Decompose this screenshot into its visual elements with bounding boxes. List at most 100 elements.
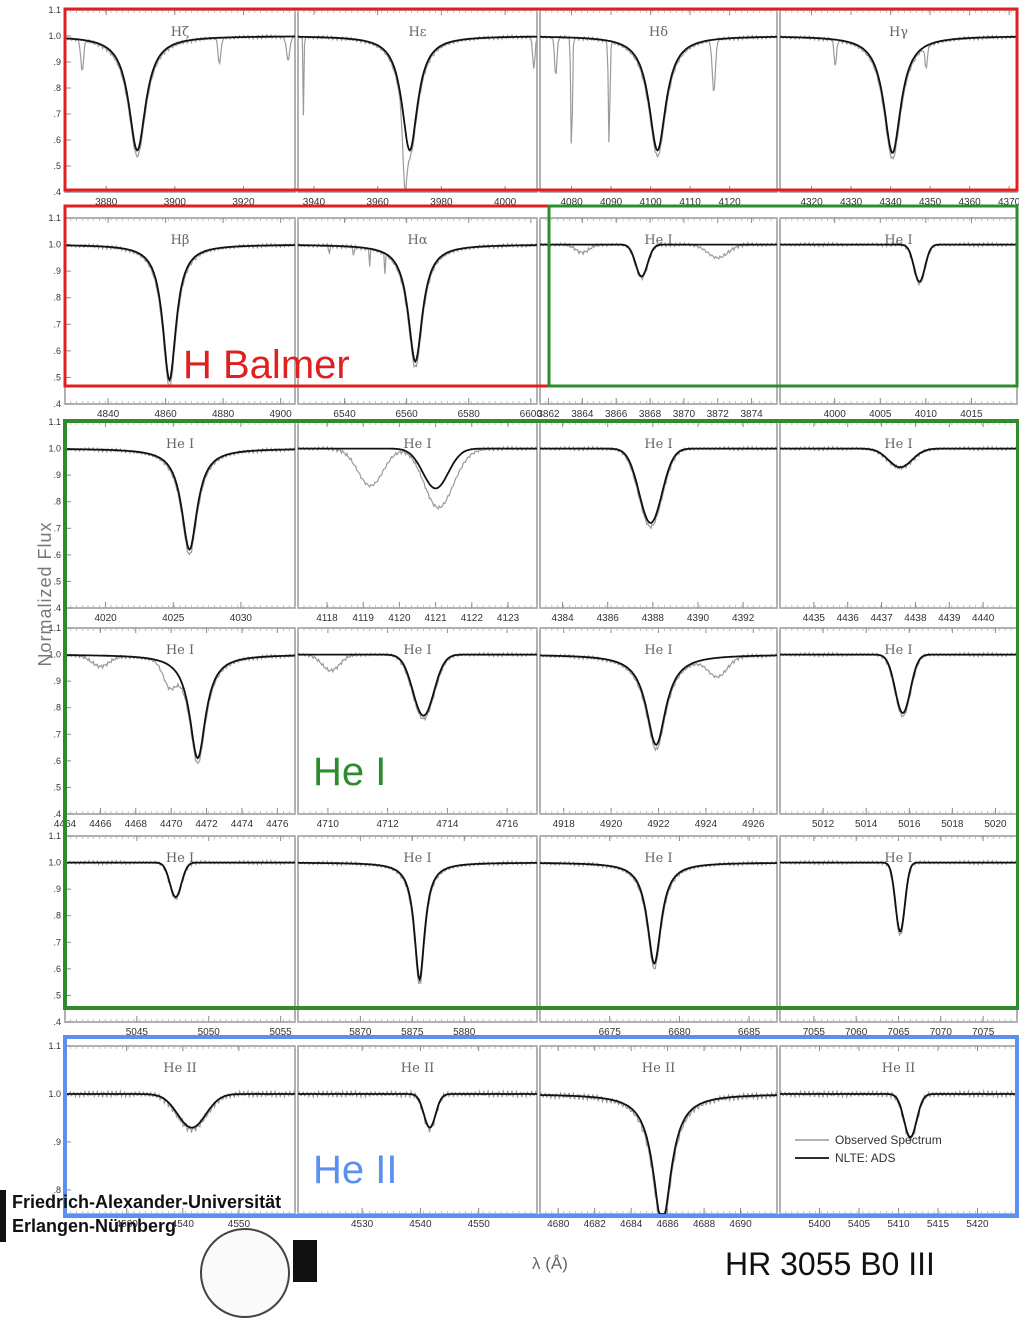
panel-title: He I xyxy=(166,643,194,658)
x-tick-label: 3872 xyxy=(707,409,730,420)
x-tick-label: 5410 xyxy=(887,1219,910,1230)
spectrum-panel: 4680 4682 4684 4686 4688 4690 He II xyxy=(539,1045,778,1230)
y-tick-label: .6 xyxy=(53,964,61,974)
y-tick-label: .4 xyxy=(53,399,61,409)
y-tick-label: 1.0 xyxy=(48,444,61,454)
x-tick-label: 4688 xyxy=(693,1219,716,1230)
y-tick-label: .6 xyxy=(53,550,61,560)
x-tick-label: 4370 xyxy=(998,197,1019,208)
nlte-model-line xyxy=(298,862,537,983)
x-tick-label: 3900 xyxy=(164,197,187,208)
x-tick-label: 4690 xyxy=(729,1219,752,1230)
star-designation: HR 3055 B0 III xyxy=(725,1246,935,1282)
x-tick-label: 5020 xyxy=(984,819,1007,830)
x-tick-label: 5870 xyxy=(349,1027,372,1038)
x-tick-label: 4926 xyxy=(742,819,765,830)
y-tick-label: .5 xyxy=(53,161,61,171)
panel-frame xyxy=(779,1045,1018,1215)
hei-box-top xyxy=(547,204,1019,388)
x-tick-label: 4110 xyxy=(679,197,701,208)
nlte-model-line xyxy=(298,1093,537,1129)
x-tick-label: 4530 xyxy=(116,1219,139,1230)
y-tick-label: .7 xyxy=(53,729,61,739)
y-tick-label: .8 xyxy=(53,1185,61,1195)
panel-frame xyxy=(64,9,296,193)
nlte-model-line xyxy=(65,448,295,551)
spectrum-panel: 4080 4090 4100 4110 4120 Hδ xyxy=(539,9,778,208)
y-tick-label: .7 xyxy=(53,319,61,329)
legend: Observed Spectrum NLTE: ADS xyxy=(795,1133,942,1165)
x-tick-label: 5875 xyxy=(401,1027,424,1038)
panel-title: Hδ xyxy=(649,25,668,40)
x-tick-label: 4860 xyxy=(155,409,178,420)
legend-model-label: NLTE: ADS xyxy=(835,1151,895,1165)
heii-box xyxy=(63,1035,1019,1218)
x-tick-label: 6560 xyxy=(396,409,419,420)
x-tick-label: 4005 xyxy=(869,409,892,420)
x-tick-label: 4390 xyxy=(687,613,710,624)
spectrum-panel: 4384 4386 4388 4390 4392 He I xyxy=(539,421,778,624)
panel-frame xyxy=(297,1045,538,1215)
panel-title: He I xyxy=(884,233,912,248)
x-tick-label: 4025 xyxy=(162,613,185,624)
x-tick-label: 4530 xyxy=(351,1219,374,1230)
university-logo-bar xyxy=(0,1190,6,1242)
x-tick-label: 4119 xyxy=(352,613,374,624)
x-tick-label: 7060 xyxy=(845,1027,868,1038)
y-tick-label: .8 xyxy=(53,911,61,921)
x-tick-label: 3940 xyxy=(303,197,326,208)
panel-frame xyxy=(297,627,538,815)
y-tick-label: .8 xyxy=(53,497,61,507)
panel-frame xyxy=(297,835,538,1023)
x-tick-label: 6540 xyxy=(333,409,356,420)
x-tick-label: 4686 xyxy=(656,1219,679,1230)
y-axis-label: Normalized Flux xyxy=(35,521,55,667)
nlte-model-line xyxy=(65,35,295,152)
x-axis-label: λ (Å) xyxy=(532,1254,568,1273)
y-tick-label: .4 xyxy=(53,603,61,613)
spectrum-panel: 4118 4119 4120 4121 4122 4123 He I xyxy=(297,421,538,624)
x-tick-label: 5415 xyxy=(927,1219,950,1230)
y-tick-label: .5 xyxy=(53,576,61,586)
panel-frame xyxy=(297,421,538,609)
x-tick-label: 4386 xyxy=(597,613,620,624)
y-tick-label: .6 xyxy=(53,135,61,145)
y-tick-label: .4 xyxy=(53,809,61,819)
panel-title: Hβ xyxy=(171,233,190,248)
panel-frame xyxy=(297,217,538,405)
y-tick-label: .8 xyxy=(53,83,61,93)
x-tick-label: 4712 xyxy=(377,819,400,830)
x-tick-label: 3920 xyxy=(232,197,255,208)
x-tick-label: 4922 xyxy=(647,819,670,830)
spectrum-panel: 3940 3960 3980 4000 Hε xyxy=(297,9,538,208)
x-tick-label: 5420 xyxy=(966,1219,989,1230)
panel-frame xyxy=(64,835,296,1023)
y-tick-label: 1.0 xyxy=(48,31,61,41)
spectrum-panel: 4320 4330 4340 4350 4360 4370 Hγ xyxy=(779,9,1019,208)
x-tick-label: 5880 xyxy=(453,1027,476,1038)
y-tick-label: 1.1 xyxy=(48,417,61,427)
panel-title: He I xyxy=(884,643,912,658)
panel-title: Hα xyxy=(407,233,427,248)
spectrum-panel: 5870 5875 5880 He I xyxy=(297,835,538,1038)
panel-title: He II xyxy=(401,1061,434,1076)
legend-observed-label: Observed Spectrum xyxy=(835,1133,942,1147)
x-tick-label: 4340 xyxy=(879,197,902,208)
panel-title: He II xyxy=(882,1061,915,1076)
x-tick-label: 5055 xyxy=(270,1027,293,1038)
x-tick-label: 6680 xyxy=(668,1027,691,1038)
x-tick-label: 4439 xyxy=(938,613,961,624)
x-tick-label: 4716 xyxy=(496,819,519,830)
x-tick-label: 6580 xyxy=(458,409,481,420)
spectrum-panel: 4918 4920 4922 4924 4926 He I xyxy=(539,627,778,830)
y-tick-label: .9 xyxy=(53,470,61,480)
y-tick-label: .7 xyxy=(53,109,61,119)
x-tick-label: 4880 xyxy=(212,409,235,420)
panel-title: He I xyxy=(166,437,194,452)
x-tick-label: 4120 xyxy=(718,197,741,208)
x-tick-label: 4680 xyxy=(547,1219,570,1230)
x-tick-label: 3880 xyxy=(95,197,118,208)
x-tick-label: 6685 xyxy=(738,1027,761,1038)
x-tick-label: 4466 xyxy=(89,819,112,830)
